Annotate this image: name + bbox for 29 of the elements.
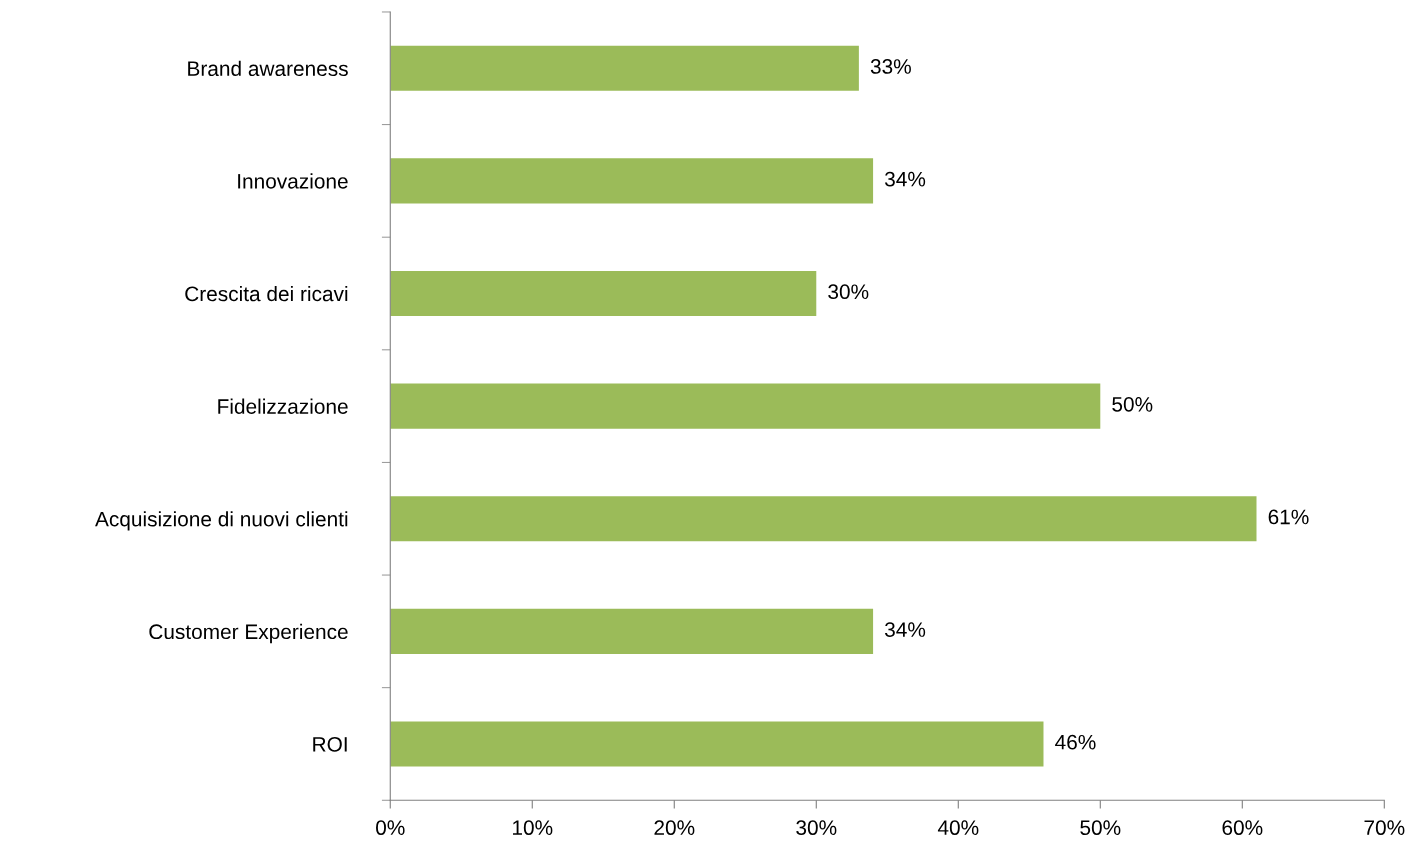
x-tick-label: 60%	[1222, 820, 1263, 836]
x-tick-label: 40%	[937, 820, 979, 836]
y-tick-label: Fidelizzazione	[218, 398, 348, 414]
data-label: 34%	[884, 171, 926, 187]
x-tick-label: 10%	[513, 820, 553, 836]
x-tick-label: 0%	[376, 820, 405, 836]
data-label: 50%	[1112, 396, 1153, 412]
y-tick-label: ROI	[313, 736, 347, 752]
x-tick-label: 20%	[654, 820, 695, 836]
data-label: 61%	[1268, 509, 1309, 525]
data-label: 34%	[884, 622, 926, 637]
bar	[390, 45, 859, 91]
bar	[390, 496, 1257, 542]
data-label: 46%	[1055, 734, 1096, 750]
y-tick-label: Crescita dei ricavi	[185, 285, 348, 302]
y-tick-label: Customer Experience	[149, 623, 348, 644]
x-tick-label: 50%	[1080, 820, 1121, 836]
bar	[390, 158, 874, 204]
bar	[390, 721, 1044, 767]
y-tick-label: Brand awareness	[188, 60, 348, 77]
x-tick-label: 70%	[1364, 820, 1405, 836]
x-tick-label: 30%	[796, 820, 837, 836]
data-label: 33%	[870, 59, 911, 74]
bar	[390, 608, 874, 654]
y-tick-label: Innovazione	[238, 173, 348, 189]
y-tick-label: Acquisizione di nuovi clienti	[95, 511, 348, 531]
data-label: 30%	[828, 284, 869, 300]
bar	[390, 270, 817, 317]
bar	[390, 383, 1101, 429]
